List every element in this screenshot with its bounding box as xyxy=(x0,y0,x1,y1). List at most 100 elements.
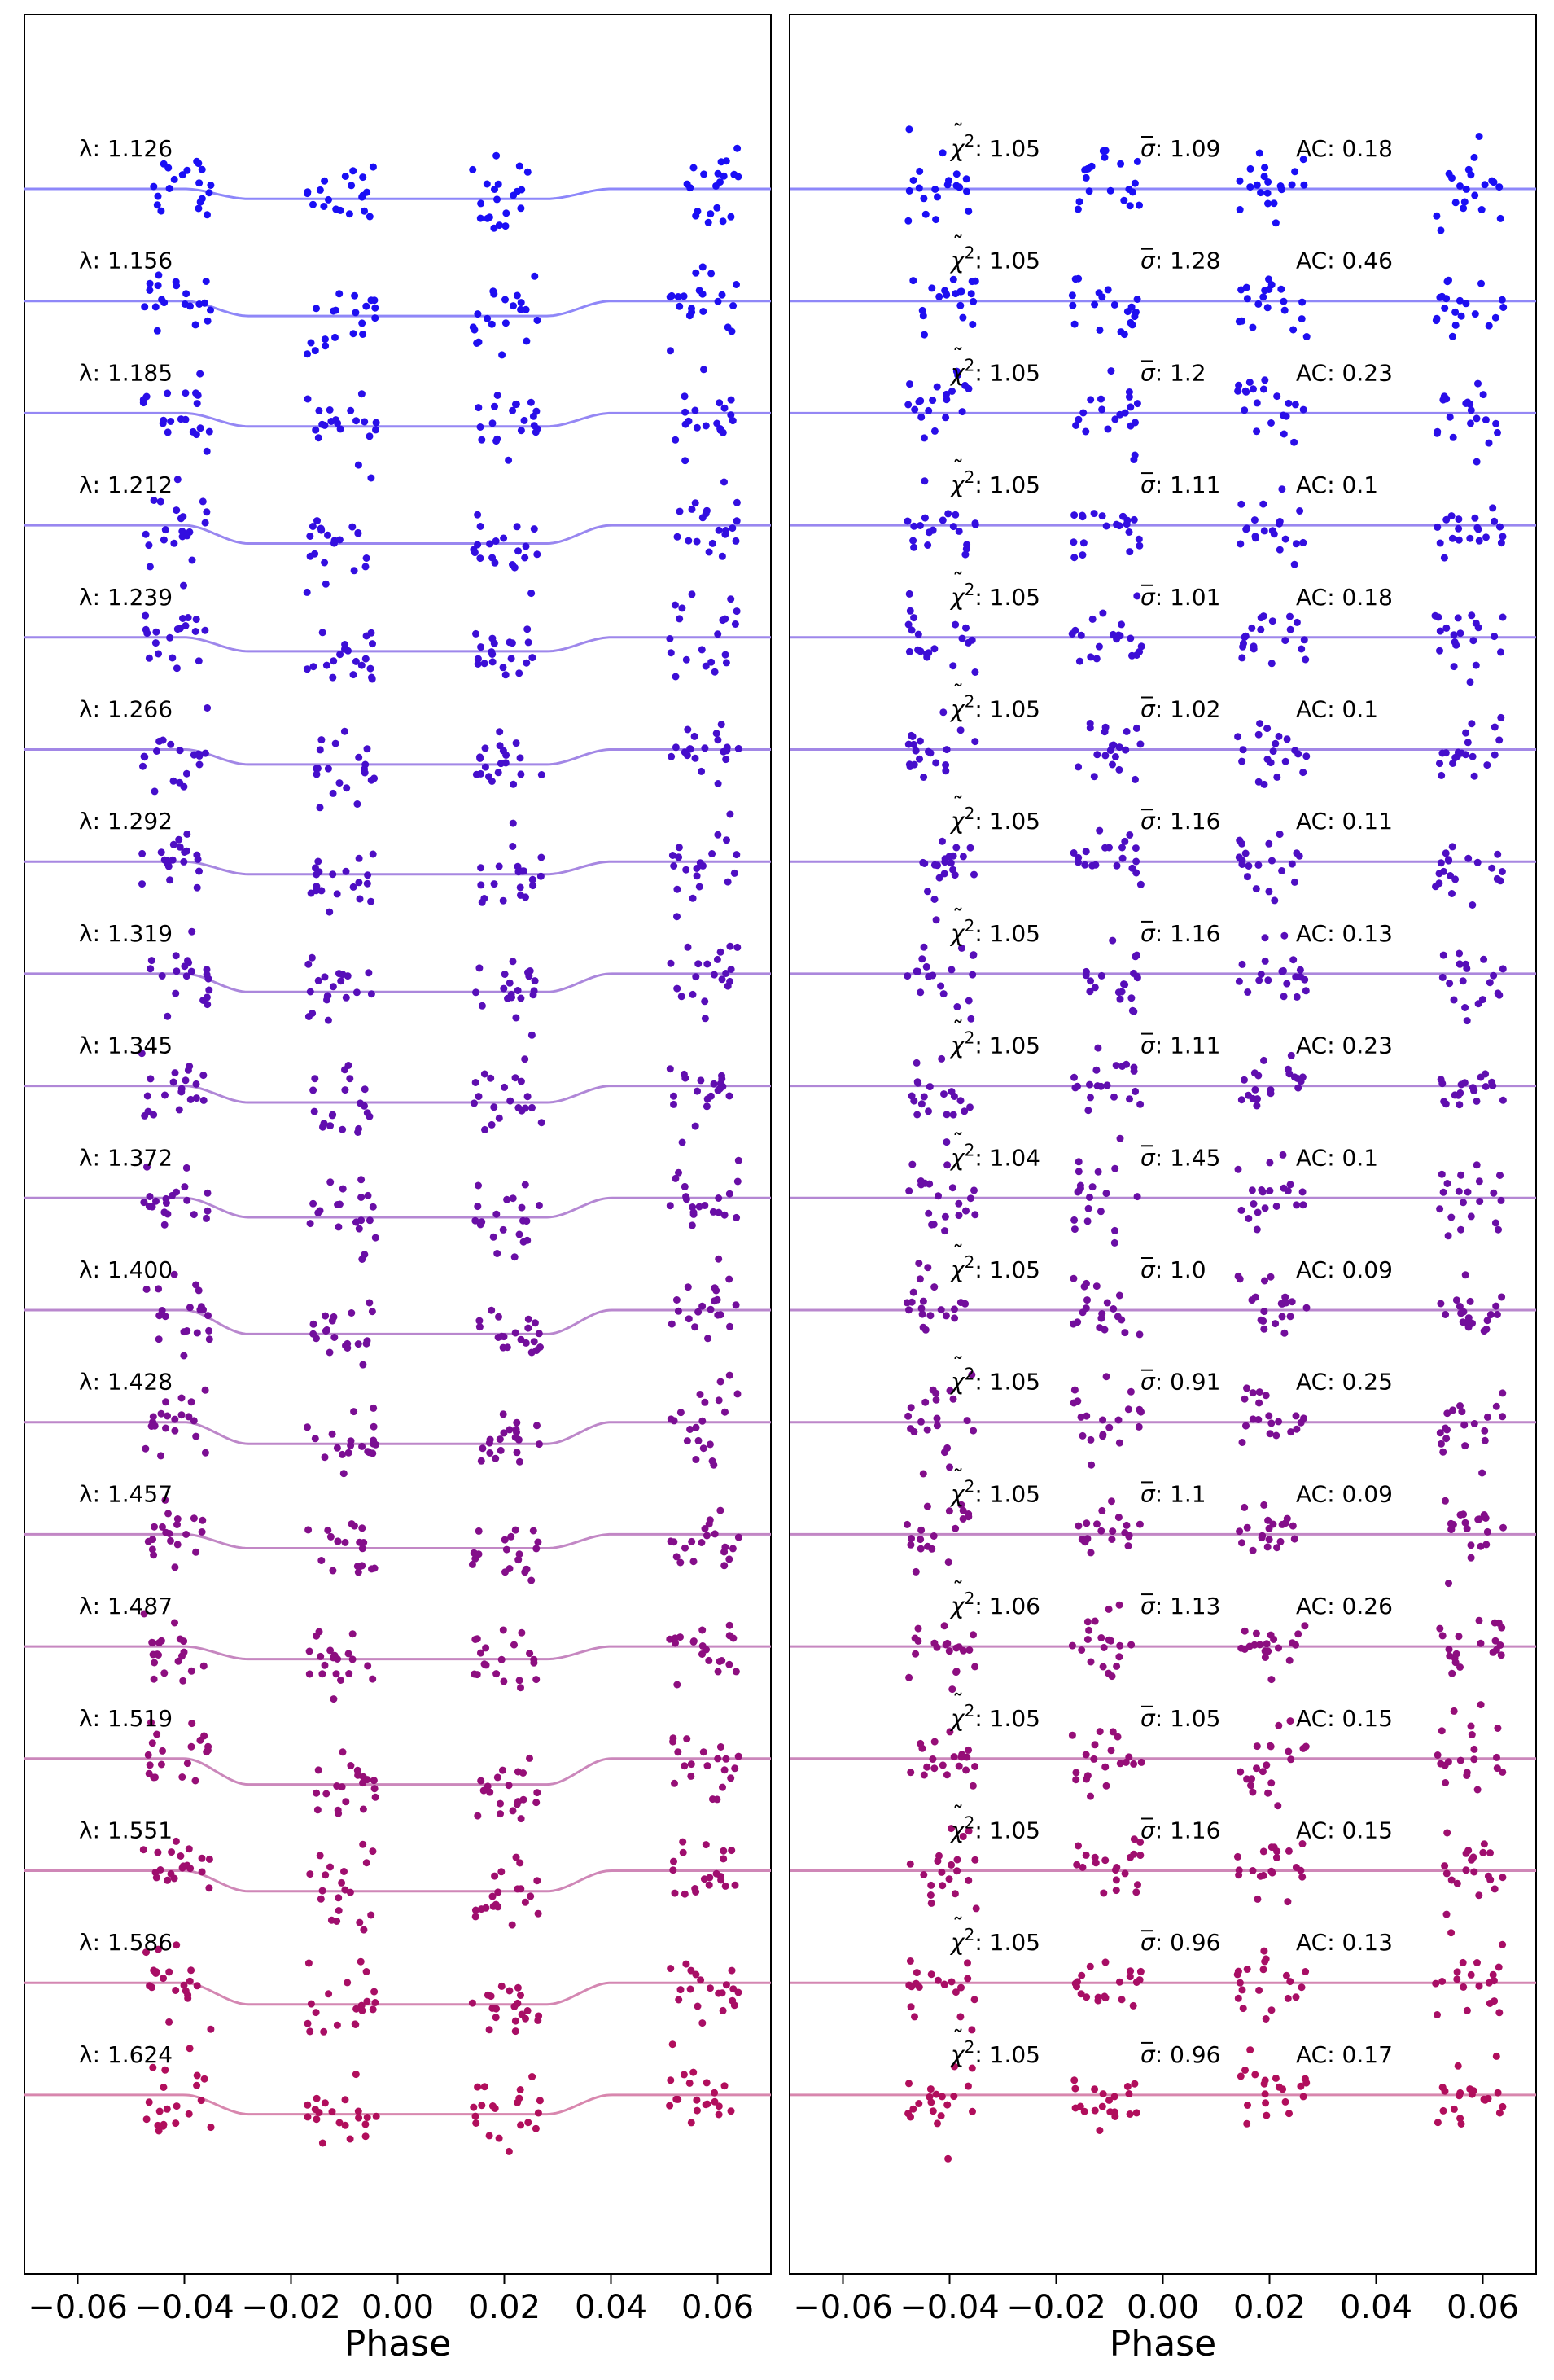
data-point xyxy=(1126,548,1134,556)
data-point xyxy=(1470,1745,1478,1753)
data-point xyxy=(371,1793,379,1801)
data-point xyxy=(205,1335,213,1343)
chi2-label: χ2: 1.05 xyxy=(949,243,1040,274)
data-point xyxy=(516,754,524,762)
data-point xyxy=(920,943,928,951)
data-point xyxy=(1136,1839,1145,1846)
data-point xyxy=(948,1978,956,1986)
data-point xyxy=(1491,313,1499,322)
data-point xyxy=(533,1877,541,1885)
data-point xyxy=(1252,885,1260,893)
data-point xyxy=(1451,308,1460,316)
data-point xyxy=(1131,313,1139,321)
data-point xyxy=(1106,2108,1114,2116)
data-point xyxy=(517,1335,525,1343)
data-point xyxy=(501,296,509,304)
data-point xyxy=(517,1684,524,1692)
data-point xyxy=(201,299,208,307)
data-point xyxy=(173,967,181,975)
data-point xyxy=(357,1099,365,1107)
data-point xyxy=(348,1630,357,1638)
data-point xyxy=(316,186,324,194)
data-point xyxy=(339,1470,348,1478)
data-point xyxy=(167,1869,175,1878)
data-point xyxy=(164,428,172,436)
data-point xyxy=(1115,1653,1123,1661)
data-point xyxy=(358,1442,366,1450)
data-point xyxy=(1261,376,1269,384)
data-point xyxy=(326,1863,334,1871)
data-point xyxy=(720,1562,729,1570)
data-point xyxy=(1298,1188,1307,1196)
data-point xyxy=(304,1526,313,1534)
data-point xyxy=(1455,515,1463,524)
data-point xyxy=(692,973,700,981)
data-point xyxy=(198,1528,206,1536)
data-point xyxy=(336,651,344,659)
data-point xyxy=(193,400,201,408)
data-point xyxy=(161,1496,169,1504)
data-point xyxy=(1463,2006,1471,2014)
data-point xyxy=(1497,713,1505,721)
data-point xyxy=(1436,293,1444,301)
data-point xyxy=(186,1095,195,1103)
data-point xyxy=(1477,206,1486,213)
data-point xyxy=(495,2134,503,2142)
data-point xyxy=(688,505,696,513)
data-point xyxy=(939,516,947,524)
data-point xyxy=(1438,1632,1447,1640)
data-point xyxy=(733,851,741,859)
data-point xyxy=(1254,1208,1262,1216)
data-point xyxy=(932,216,940,224)
data-point xyxy=(188,556,196,564)
data-point xyxy=(1114,1416,1123,1424)
data-point xyxy=(959,1506,967,1514)
data-point xyxy=(935,1852,943,1860)
data-point xyxy=(488,320,496,328)
data-point xyxy=(937,1306,945,1314)
data-point xyxy=(198,1854,206,1862)
data-point xyxy=(673,885,681,893)
data-point xyxy=(480,2083,488,2091)
data-point xyxy=(533,425,541,433)
data-point xyxy=(705,1520,713,1528)
data-point xyxy=(1302,1968,1310,1975)
data-point xyxy=(682,1195,690,1203)
data-point xyxy=(1079,551,1087,559)
data-point xyxy=(707,658,716,666)
data-point xyxy=(164,1012,172,1020)
data-point xyxy=(1110,1305,1118,1313)
data-point xyxy=(350,567,358,575)
data-point xyxy=(167,1536,174,1545)
data-point xyxy=(1249,1389,1257,1397)
data-point xyxy=(673,533,681,541)
data-point xyxy=(966,844,974,852)
data-point xyxy=(501,1536,509,1544)
data-point xyxy=(491,186,498,193)
data-point xyxy=(145,1203,153,1211)
chi2-tilde: ˜ xyxy=(952,455,964,482)
data-point xyxy=(728,1966,736,1975)
data-point xyxy=(1302,752,1311,760)
data-point xyxy=(335,2119,344,2127)
data-point xyxy=(155,1312,164,1320)
data-point xyxy=(1285,399,1293,407)
data-point xyxy=(1456,1756,1464,1764)
data-point xyxy=(1449,1406,1457,1414)
data-point xyxy=(934,2119,941,2128)
data-point xyxy=(516,883,524,892)
data-point xyxy=(1125,186,1133,193)
data-point xyxy=(514,1999,522,2007)
data-point xyxy=(205,1855,213,1863)
data-point xyxy=(1259,293,1267,301)
data-point xyxy=(471,1636,479,1643)
wavelength-label: λ: 1.400 xyxy=(79,1256,173,1283)
data-point xyxy=(1456,2092,1464,2100)
data-point xyxy=(1113,520,1121,528)
data-point xyxy=(965,1513,973,1521)
data-point xyxy=(1492,419,1500,427)
data-point xyxy=(1451,321,1460,329)
data-point xyxy=(151,1659,159,1667)
data-point xyxy=(153,201,161,209)
data-point xyxy=(478,898,486,906)
